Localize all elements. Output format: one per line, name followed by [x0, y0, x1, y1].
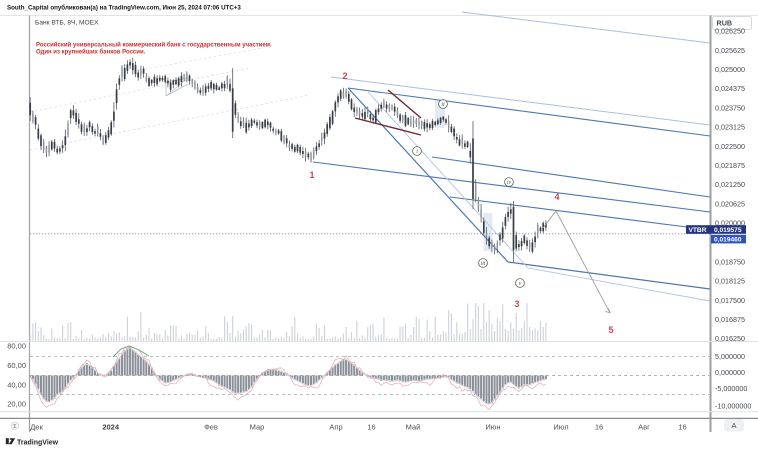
svg-text:16: 16: [678, 423, 686, 432]
svg-text:0,023125: 0,023125: [715, 123, 745, 132]
svg-text:iv: iv: [507, 180, 512, 186]
svg-text:iii: iii: [481, 261, 486, 267]
svg-text:0,018125: 0,018125: [715, 277, 745, 286]
svg-text:TradingView: TradingView: [17, 439, 59, 446]
svg-text:0,025625: 0,025625: [715, 46, 745, 55]
svg-text:Май: Май: [406, 423, 421, 432]
svg-text:0,000000: 0,000000: [715, 368, 745, 377]
svg-text:Σ: Σ: [13, 424, 16, 430]
svg-text:Банк ВТБ, 8Ч, MOEX: Банк ВТБ, 8Ч, MOEX: [35, 20, 99, 27]
svg-text:0,020625: 0,020625: [715, 199, 745, 208]
svg-text:0,021250: 0,021250: [715, 180, 745, 189]
svg-text:0,020000: 0,020000: [715, 219, 745, 228]
svg-text:0,025000: 0,025000: [715, 65, 745, 74]
svg-text:20,00: 20,00: [7, 399, 26, 408]
svg-text:RUB: RUB: [717, 19, 733, 28]
svg-text:Апр: Апр: [329, 423, 342, 432]
svg-text:ii: ii: [441, 102, 445, 108]
svg-text:Дек: Дек: [30, 423, 43, 432]
svg-text:1: 1: [309, 170, 314, 180]
svg-text:Июн: Июн: [485, 423, 500, 432]
svg-text:VTBR: VTBR: [689, 227, 707, 234]
svg-text:Мар: Мар: [250, 423, 265, 432]
svg-text:South_Capital опубликован(а) н: South_Capital опубликован(а) на TradingV…: [7, 5, 241, 12]
svg-text:-10,000000: -10,000000: [715, 402, 751, 411]
svg-text:60,00: 60,00: [7, 361, 26, 370]
svg-text:4: 4: [554, 192, 559, 202]
svg-text:0,016875: 0,016875: [715, 315, 745, 324]
svg-text:Июл: Июл: [553, 423, 568, 432]
svg-text:0,023750: 0,023750: [715, 103, 745, 112]
svg-text:80,00: 80,00: [7, 342, 26, 351]
svg-text:0,016250: 0,016250: [715, 334, 745, 343]
svg-text:Российский универсальный комме: Российский универсальный коммерческий ба…: [36, 42, 272, 49]
svg-text:0,026250: 0,026250: [715, 27, 745, 36]
svg-text:5: 5: [608, 325, 613, 335]
svg-text:A: A: [731, 421, 736, 430]
svg-text:i: i: [416, 149, 418, 155]
svg-text:40,00: 40,00: [7, 380, 26, 389]
svg-text:0,021875: 0,021875: [715, 161, 745, 170]
svg-text:3: 3: [514, 299, 519, 309]
svg-text:16: 16: [367, 423, 375, 432]
svg-text:0,017500: 0,017500: [715, 296, 745, 305]
svg-text:0,019460: 0,019460: [714, 237, 742, 244]
svg-text:Фев: Фев: [204, 423, 218, 432]
svg-text:2024: 2024: [102, 423, 120, 432]
svg-text:0,022500: 0,022500: [715, 142, 745, 151]
svg-text:v: v: [519, 281, 522, 287]
svg-text:2: 2: [342, 71, 347, 81]
svg-text:0,024375: 0,024375: [715, 84, 745, 93]
svg-text:Один из крупнейших банков Росс: Один из крупнейших банков России.: [36, 49, 146, 56]
svg-text:-5,000000: -5,000000: [715, 384, 747, 393]
svg-text:16: 16: [595, 423, 603, 432]
svg-text:Авг: Авг: [638, 423, 650, 432]
svg-text:5,000000: 5,000000: [715, 352, 745, 361]
svg-text:0,019575: 0,019575: [714, 227, 742, 234]
svg-text:0,018750: 0,018750: [715, 257, 745, 266]
